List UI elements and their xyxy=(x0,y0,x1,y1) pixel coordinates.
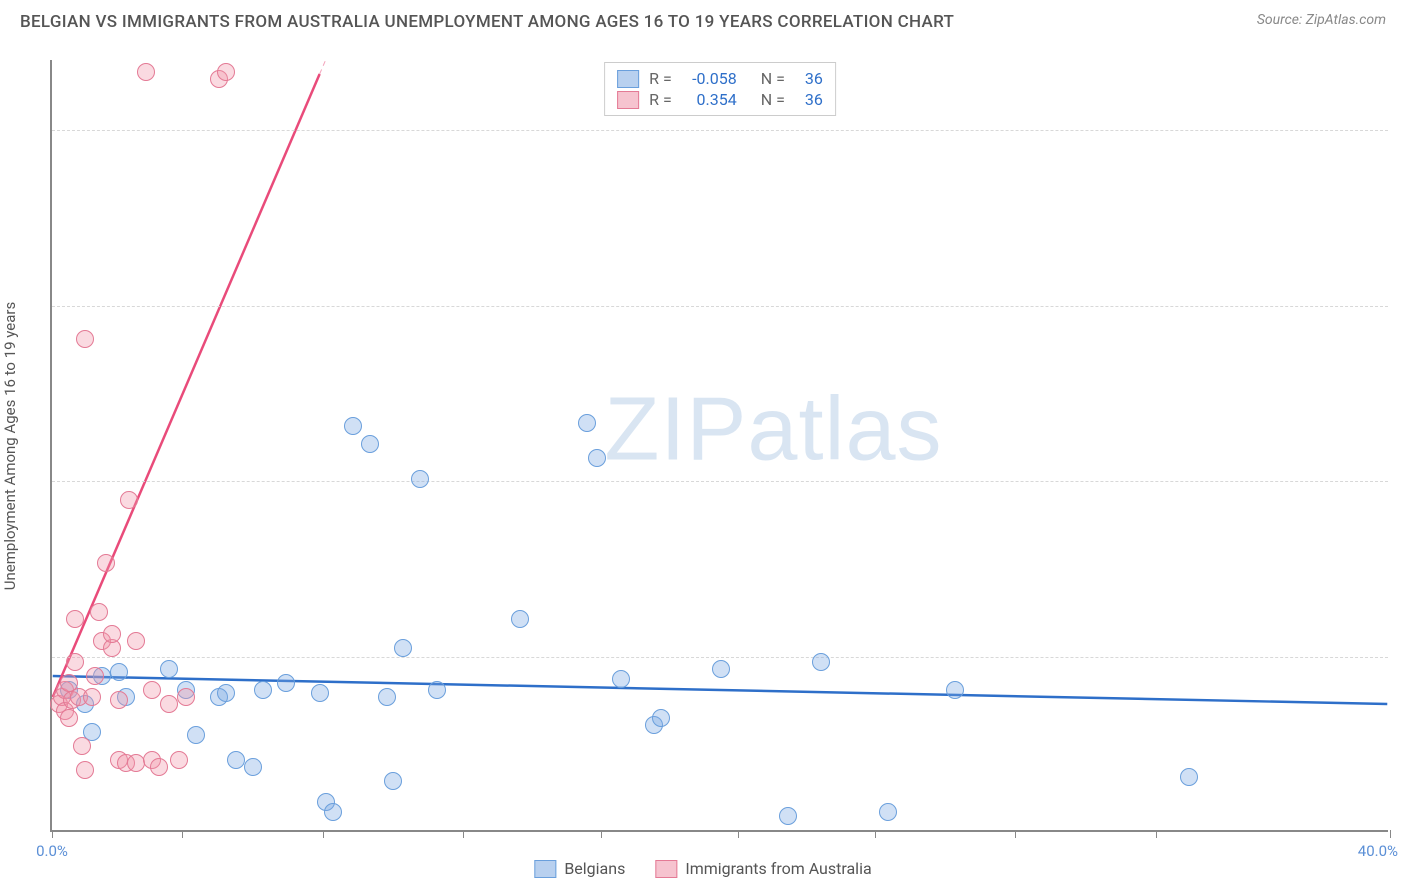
y-tick-label: 50.0% xyxy=(1398,472,1406,490)
data-point-belgians xyxy=(578,414,596,432)
data-point-belgians xyxy=(511,610,529,628)
legend-label: Immigrants from Australia xyxy=(685,859,871,878)
data-point-australia xyxy=(76,761,94,779)
data-point-belgians xyxy=(394,639,412,657)
legend-item-australia: Immigrants from Australia xyxy=(655,859,871,878)
y-tick-label: 100.0% xyxy=(1398,121,1406,139)
data-point-belgians xyxy=(779,807,797,825)
y-tick-label: 75.0% xyxy=(1398,297,1406,315)
correlation-legend: R = -0.058 N = 36 R = 0.354 N = 36 xyxy=(604,62,836,116)
legend-row-belgians: R = -0.058 N = 36 xyxy=(617,69,823,88)
x-tick xyxy=(323,830,324,838)
x-tick xyxy=(1390,830,1391,838)
data-point-australia xyxy=(83,688,101,706)
data-point-belgians xyxy=(384,772,402,790)
series-legend: Belgians Immigrants from Australia xyxy=(534,859,871,878)
data-point-australia xyxy=(66,610,84,628)
y-axis-label: Unemployment Among Ages 16 to 19 years xyxy=(1,302,19,590)
data-point-belgians xyxy=(217,684,235,702)
x-tick xyxy=(463,830,464,838)
gridline-horizontal xyxy=(52,306,1388,307)
data-point-australia xyxy=(150,758,168,776)
r-value: 0.354 xyxy=(682,90,737,109)
data-point-belgians xyxy=(378,688,396,706)
x-tick xyxy=(601,830,602,838)
data-point-belgians xyxy=(946,681,964,699)
data-point-australia xyxy=(137,63,155,81)
data-point-belgians xyxy=(428,681,446,699)
data-point-australia xyxy=(73,737,91,755)
legend-item-belgians: Belgians xyxy=(534,859,625,878)
data-point-australia xyxy=(76,330,94,348)
n-value: 36 xyxy=(795,69,823,88)
data-point-australia xyxy=(217,63,235,81)
data-point-belgians xyxy=(812,653,830,671)
x-tick-label: 40.0% xyxy=(1358,842,1398,860)
data-point-australia xyxy=(60,709,78,727)
data-point-belgians xyxy=(227,751,245,769)
data-point-australia xyxy=(160,695,178,713)
data-point-belgians xyxy=(344,417,362,435)
data-point-belgians xyxy=(160,660,178,678)
data-point-belgians xyxy=(254,681,272,699)
x-tick xyxy=(875,830,876,838)
legend-swatch-icon xyxy=(655,860,677,878)
data-point-belgians xyxy=(277,674,295,692)
gridline-horizontal xyxy=(52,481,1388,482)
r-label: R = xyxy=(649,69,672,88)
n-label: N = xyxy=(761,90,785,109)
x-tick-label: 0.0% xyxy=(36,842,68,860)
data-point-australia xyxy=(90,603,108,621)
data-point-belgians xyxy=(110,663,128,681)
data-point-australia xyxy=(143,681,161,699)
watermark: ZIPatlas xyxy=(604,378,942,481)
data-point-australia xyxy=(120,491,138,509)
legend-swatch-icon xyxy=(617,70,639,88)
data-point-belgians xyxy=(588,449,606,467)
data-point-australia xyxy=(66,653,84,671)
x-tick xyxy=(52,830,53,838)
gridline-horizontal xyxy=(52,657,1388,658)
x-tick xyxy=(738,830,739,838)
r-label: R = xyxy=(649,90,672,109)
data-point-belgians xyxy=(652,709,670,727)
n-label: N = xyxy=(761,69,785,88)
data-point-australia xyxy=(177,688,195,706)
chart-title: BELGIAN VS IMMIGRANTS FROM AUSTRALIA UNE… xyxy=(20,12,954,32)
data-point-australia xyxy=(110,691,128,709)
data-point-australia xyxy=(86,667,104,685)
r-value: -0.058 xyxy=(682,69,737,88)
n-value: 36 xyxy=(795,90,823,109)
data-point-australia xyxy=(127,632,145,650)
legend-swatch-icon xyxy=(534,860,556,878)
x-tick xyxy=(1015,830,1016,838)
data-point-belgians xyxy=(879,803,897,821)
legend-swatch-icon xyxy=(617,91,639,109)
data-point-australia xyxy=(97,554,115,572)
legend-label: Belgians xyxy=(564,859,625,878)
data-point-belgians xyxy=(361,435,379,453)
scatter-chart: ZIPatlas R = -0.058 N = 36 R = 0.354 N = 36… xyxy=(50,60,1388,832)
legend-row-australia: R = 0.354 N = 36 xyxy=(617,90,823,109)
x-tick xyxy=(182,830,183,838)
data-point-belgians xyxy=(612,670,630,688)
y-tick-label: 25.0% xyxy=(1398,648,1406,666)
trend-lines xyxy=(52,60,1388,830)
data-point-belgians xyxy=(1180,768,1198,786)
data-point-australia xyxy=(127,754,145,772)
data-point-belgians xyxy=(324,803,342,821)
x-tick xyxy=(1156,830,1157,838)
data-point-belgians xyxy=(187,726,205,744)
data-point-belgians xyxy=(244,758,262,776)
gridline-horizontal xyxy=(52,130,1388,131)
data-point-australia xyxy=(170,751,188,769)
data-point-belgians xyxy=(712,660,730,678)
data-point-belgians xyxy=(411,470,429,488)
source-attribution: Source: ZipAtlas.com xyxy=(1257,12,1386,28)
data-point-australia xyxy=(103,625,121,643)
data-point-belgians xyxy=(311,684,329,702)
